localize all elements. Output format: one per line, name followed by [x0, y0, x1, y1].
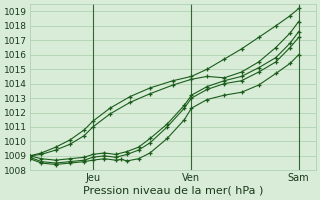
X-axis label: Pression niveau de la mer( hPa ): Pression niveau de la mer( hPa )	[83, 186, 263, 196]
